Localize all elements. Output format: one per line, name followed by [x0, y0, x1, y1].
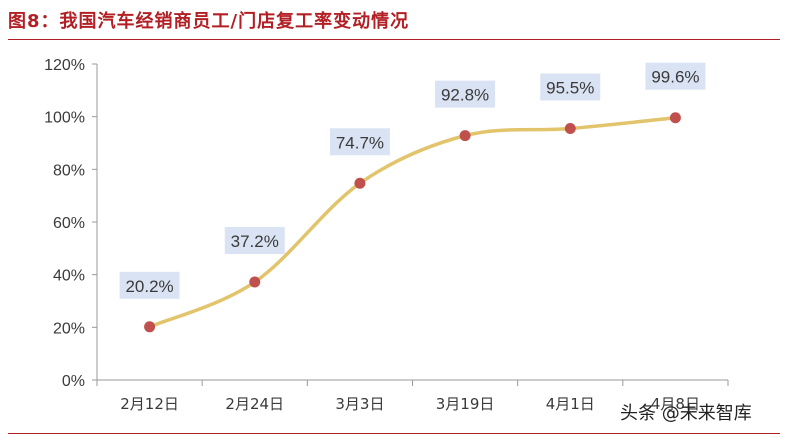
series-layer	[144, 112, 681, 333]
chart-header: 图8：我国汽车经销商员工/门店复工率变动情况	[8, 0, 780, 40]
y-tick-label: 120%	[44, 57, 85, 74]
data-label-box	[329, 128, 390, 156]
footer-divider	[8, 433, 780, 434]
data-label-box	[645, 62, 706, 90]
y-tick-label: 20%	[53, 320, 85, 337]
data-label-box	[435, 80, 496, 108]
title-divider	[8, 39, 780, 40]
data-label: 95.5%	[546, 79, 594, 98]
data-label: 92.8%	[441, 86, 489, 105]
data-label: 99.6%	[651, 68, 699, 87]
y-tick-label: 0%	[62, 373, 85, 390]
x-axis: 2月12日 2月24日 3月3日 3月19日 4月1日 4月8日	[96, 379, 729, 413]
x-tick-label: 4月1日	[546, 395, 595, 413]
data-label-box	[540, 73, 601, 101]
x-tick-label: 3月19日	[436, 395, 495, 413]
chart-title: 图8：我国汽车经销商员工/门店复工率变动情况	[8, 11, 410, 32]
y-tick-label: 80%	[53, 162, 85, 179]
y-axis: 0% 20% 40% 60% 80% 100% 120%	[44, 57, 98, 390]
data-label: 37.2%	[231, 232, 279, 251]
data-point	[564, 123, 576, 135]
data-label-box	[119, 271, 180, 299]
data-label: 74.7%	[336, 133, 384, 152]
series-line	[147, 115, 678, 329]
data-label-box	[224, 227, 285, 255]
data-label: 20.2%	[125, 277, 173, 296]
watermark: 头条 @未来智库	[620, 397, 752, 427]
data-point	[249, 276, 261, 288]
y-tick-label: 100%	[44, 110, 85, 127]
data-point	[459, 130, 471, 142]
data-labels-layer: 20.2% 37.2% 74.7% 92.8% 95.5% 99.6%	[119, 62, 706, 299]
data-point	[669, 112, 681, 124]
data-point	[144, 321, 156, 333]
x-tick-label: 2月12日	[120, 395, 179, 413]
watermark-text: 头条 @未来智库	[620, 403, 752, 424]
x-tick-label: 3月3日	[335, 395, 384, 413]
x-tick-label: 4月8日	[651, 395, 700, 413]
y-tick-label: 60%	[53, 215, 85, 232]
y-tick-label: 40%	[53, 268, 85, 285]
x-tick-label: 2月24日	[225, 395, 284, 413]
data-point	[354, 177, 366, 189]
